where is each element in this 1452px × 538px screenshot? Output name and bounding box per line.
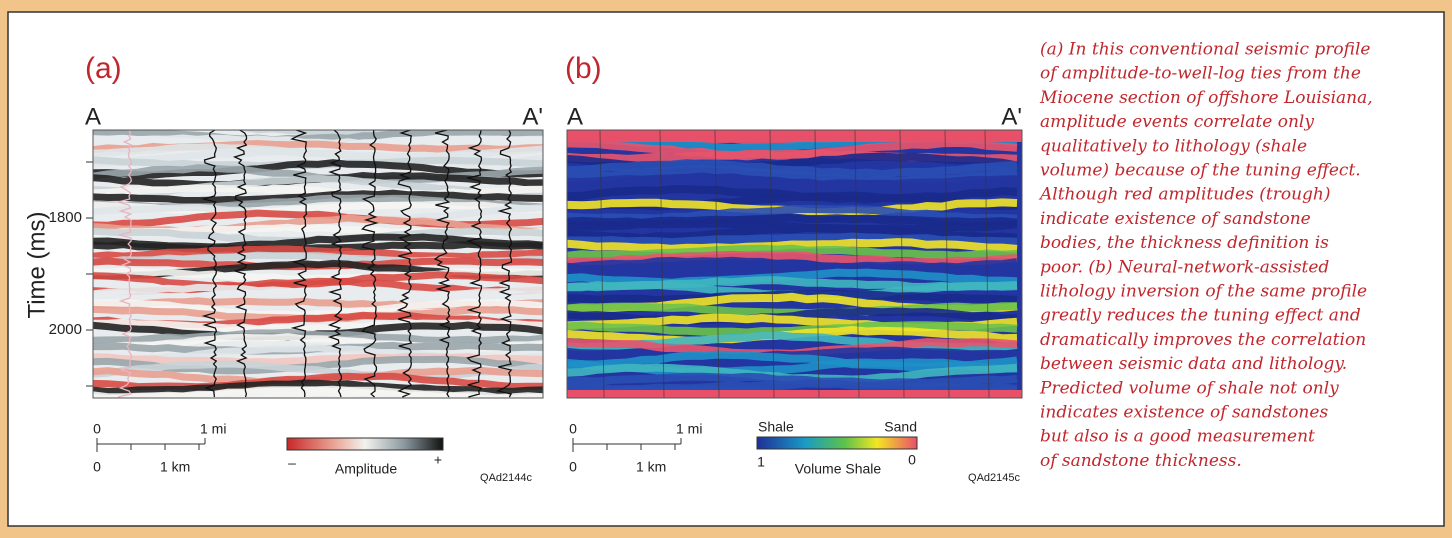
scale-bar [96, 438, 206, 452]
panel-label: (a) [85, 52, 122, 85]
caption-line: volume) because of the tuning effect. [1040, 161, 1361, 181]
caption-line: lithology inversion of the same profile [1040, 282, 1367, 302]
ticks [86, 161, 93, 387]
band [567, 372, 1018, 388]
image-frame [566, 129, 1023, 399]
caption-line: but also is a good measurement [1040, 427, 1315, 447]
well-log [361, 130, 379, 398]
well-log [466, 130, 483, 398]
well-trace [944, 130, 950, 398]
inversion-image [567, 130, 1022, 398]
seismic-image [93, 130, 543, 398]
caption-line: between seismic data and lithology. [1040, 354, 1347, 374]
well-log [433, 130, 452, 398]
caption-line: qualitatively to lithology (shale [1040, 136, 1307, 156]
band [93, 352, 543, 366]
figure-code: QAd2145c [968, 472, 1020, 484]
band [93, 372, 543, 391]
band [567, 238, 1018, 253]
well-trace [899, 130, 905, 398]
caption: (a) In this conventional seismic profile… [1038, 40, 1373, 471]
bottom-band [567, 390, 1022, 398]
end-label: A' [522, 103, 543, 130]
caption-line: of amplitude-to-well-log ties from the [1040, 64, 1361, 84]
well-trace [769, 130, 775, 398]
caption-line: Predicted volume of shale not only [1039, 378, 1339, 398]
caption-line: indicates existence of sandstones [1040, 403, 1328, 423]
band [93, 298, 543, 319]
scale-label: 0 [569, 459, 577, 475]
well-trace [984, 130, 990, 398]
band [93, 130, 543, 144]
scale-label: 0 [569, 421, 577, 437]
well-log [201, 130, 218, 398]
band [93, 130, 537, 138]
figure-code: QAd2144c [480, 472, 532, 484]
colorbar-label: 0 [908, 452, 916, 468]
colorbar-label: 1 [757, 454, 765, 470]
caption-line: greatly reduces the tuning effect and [1040, 306, 1361, 326]
axis-label: Time (ms) [23, 211, 50, 318]
tick-label: 1800 [49, 209, 82, 226]
colorbar [286, 437, 444, 451]
end-label: A' [1001, 103, 1022, 130]
well-log [232, 130, 248, 398]
caption-line: Although red amplitudes (trough) [1038, 185, 1331, 205]
panel-label: (b) [565, 52, 602, 85]
tick-label: 2000 [49, 321, 82, 338]
scale-bar [572, 438, 682, 452]
well-trace [814, 130, 820, 398]
band [567, 205, 1018, 223]
caption-line: dramatically improves the correlation [1040, 330, 1366, 350]
caption-line: poor. (b) Neural-network-assisted [1040, 257, 1329, 277]
band [93, 389, 487, 398]
caption-line: (a) In this conventional seismic profile [1040, 40, 1370, 60]
caption-line: Miocene section of offshore Louisiana, [1039, 88, 1373, 108]
caption-line: amplitude events correlate only [1040, 112, 1314, 132]
well-log [115, 130, 133, 398]
colorbar-label: + [434, 452, 442, 468]
scale-label: 0 [93, 459, 101, 475]
band [93, 328, 543, 345]
scale-label: 1 km [160, 459, 190, 475]
colorbar-label: Sand [884, 419, 917, 435]
well-log [496, 130, 513, 398]
scale-label: 0 [93, 421, 101, 437]
well-trace [599, 130, 605, 398]
well-log [396, 130, 413, 398]
caption-line: of sandstone thickness. [1040, 451, 1242, 471]
caption-line: bodies, the thickness definition is [1040, 233, 1329, 253]
band [567, 244, 1018, 260]
colorbar-label: – [288, 455, 296, 471]
well-log [327, 130, 343, 398]
top-band [567, 130, 1022, 142]
colorbar-label: Shale [758, 419, 794, 435]
scale-label: 1 mi [676, 421, 702, 437]
colorbar-title: Amplitude [335, 461, 397, 477]
well-trace [659, 130, 665, 398]
band [93, 245, 543, 261]
well-trace [714, 130, 720, 398]
well-log [290, 130, 308, 398]
well-trace [854, 130, 860, 398]
band [567, 159, 1018, 179]
scale-label: 1 mi [200, 421, 226, 437]
colorbar [756, 436, 918, 450]
caption-line: indicate existence of sandstone [1040, 209, 1311, 229]
end-label: A [567, 103, 583, 130]
colorbar-title: Volume Shale [795, 461, 882, 477]
image-frame [92, 129, 544, 399]
end-label: A [85, 103, 101, 130]
scale-label: 1 km [636, 459, 666, 475]
band [93, 379, 543, 396]
